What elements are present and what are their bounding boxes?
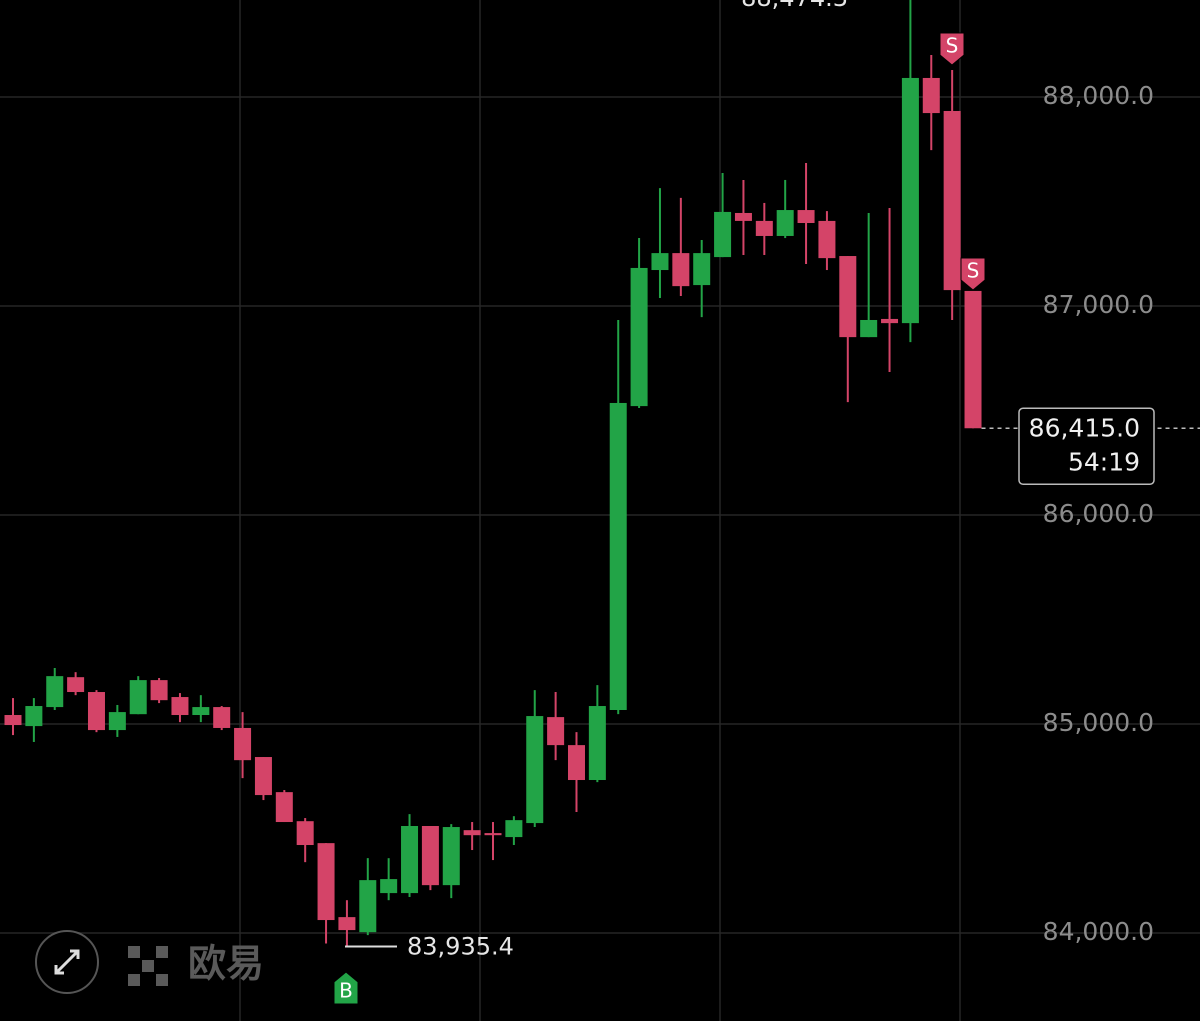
- candle-body: [317, 843, 335, 921]
- candle-body: [359, 880, 377, 933]
- candle-body: [213, 707, 231, 728]
- candle-body: [964, 290, 982, 429]
- candle-body: [609, 402, 627, 710]
- candle-body: [25, 706, 43, 727]
- trade-marker-label: S: [946, 34, 959, 58]
- y-tick-label: 86,000.0: [1043, 499, 1154, 528]
- candle-body: [588, 706, 606, 781]
- candle-body: [630, 267, 648, 407]
- candle-body: [484, 833, 502, 836]
- candle-body: [797, 210, 815, 224]
- candle-body: [67, 677, 85, 693]
- logo: 欧易: [128, 942, 264, 986]
- candles: [4, 0, 982, 947]
- trade-marker: [333, 971, 359, 1005]
- candle-body: [672, 253, 690, 287]
- expand-button[interactable]: [35, 930, 99, 994]
- countdown: 54:19: [1068, 447, 1140, 476]
- y-axis: 84,000.0 85,000.0 86,000.0 87,000.0 88,000.0: [1043, 81, 1154, 946]
- candle-body: [922, 77, 940, 114]
- candle-body: [380, 879, 398, 894]
- y-tick-label: 85,000.0: [1043, 708, 1154, 737]
- candle-body: [505, 820, 523, 838]
- candle-body: [296, 821, 314, 846]
- high-label: 88,474.3: [741, 0, 848, 12]
- logo-square: [128, 974, 140, 986]
- candle-body: [547, 717, 565, 746]
- trade-marker: [960, 257, 986, 291]
- last-price-label: 86,415.0: [1029, 413, 1140, 442]
- candle-body: [150, 680, 168, 701]
- candle-body: [734, 212, 752, 221]
- logo-square: [156, 974, 168, 986]
- candle-body: [401, 825, 419, 894]
- candle-body: [567, 745, 585, 781]
- candle-body: [776, 210, 794, 236]
- low-label: 83,935.4: [407, 933, 514, 961]
- candle-body: [526, 716, 544, 824]
- candle-body: [943, 110, 961, 291]
- candle-body: [338, 917, 356, 931]
- y-tick-label: 84,000.0: [1043, 917, 1154, 946]
- candle-body: [234, 727, 252, 761]
- candle-body: [192, 707, 210, 716]
- last-price-box: [1018, 407, 1155, 486]
- logo-square: [128, 946, 140, 958]
- candle-body: [693, 253, 711, 286]
- overlays: 88,474.3 83,935.4 86,415.0 54:19 S S B: [333, 0, 1200, 1005]
- trade-marker-label: S: [967, 259, 980, 283]
- candle-body: [275, 792, 293, 823]
- y-tick-label: 87,000.0: [1043, 290, 1154, 319]
- trade-marker-label: B: [339, 979, 353, 1003]
- y-tick-label: 88,000.0: [1043, 81, 1154, 110]
- logo-square: [156, 946, 168, 958]
- logo-text: 欧易: [188, 942, 264, 986]
- candle-body: [860, 319, 878, 338]
- candle-body: [818, 220, 836, 259]
- candle-body: [254, 757, 272, 796]
- candle-body: [129, 680, 147, 715]
- logo-square: [142, 960, 154, 972]
- candle-body: [901, 77, 919, 324]
- candle-body: [881, 318, 899, 324]
- trade-marker: [939, 32, 965, 66]
- candle-body: [442, 827, 460, 886]
- candle-body: [87, 692, 105, 731]
- candle-body: [108, 712, 126, 731]
- candle-body: [171, 697, 189, 716]
- candle-body: [755, 220, 773, 236]
- candle-body: [421, 825, 439, 886]
- candle-body: [651, 253, 669, 271]
- candle-body: [4, 715, 22, 726]
- candle-body: [463, 830, 481, 836]
- candle-body: [714, 211, 732, 258]
- candle-body: [46, 676, 64, 708]
- expand-icon: [54, 949, 80, 975]
- candle-body: [839, 256, 857, 338]
